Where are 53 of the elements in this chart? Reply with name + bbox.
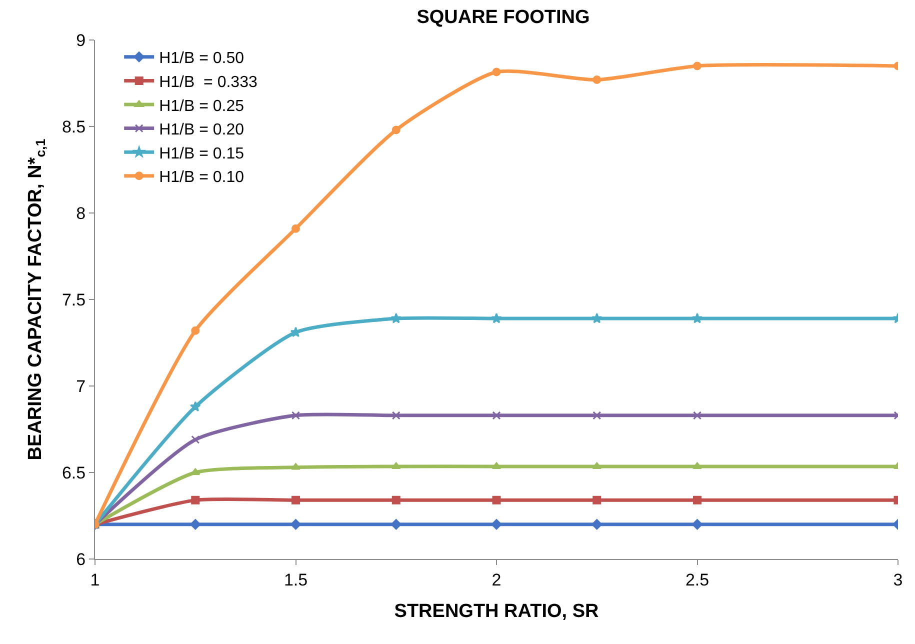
point	[693, 496, 702, 504]
point	[491, 312, 502, 324]
point	[491, 519, 502, 530]
point	[592, 411, 602, 420]
point	[492, 68, 501, 76]
point	[592, 76, 602, 84]
x-tick-label: 1	[90, 570, 100, 590]
point	[692, 312, 703, 324]
legend-label: H1/B = 0.10	[159, 169, 244, 186]
point	[390, 519, 402, 530]
y-tick-label: 8	[76, 204, 86, 223]
point	[290, 519, 302, 530]
point	[392, 496, 400, 504]
point	[692, 519, 703, 530]
point	[492, 462, 502, 469]
x-tick-label: 1.5	[284, 570, 308, 590]
x-tick-label: 2.5	[685, 570, 710, 590]
point	[191, 496, 200, 504]
point	[492, 411, 501, 420]
point	[693, 411, 702, 420]
point	[592, 519, 602, 530]
point	[190, 401, 201, 412]
x-axis-title: STRENGTH RATIO, SR	[394, 601, 599, 622]
point	[492, 496, 501, 504]
y-tick-label: 7	[76, 376, 86, 396]
x-tick-label: 3	[893, 570, 903, 590]
legend-label: H1/B = 0.333	[159, 74, 258, 91]
point	[592, 496, 602, 504]
legend-label: H1/B = 0.25	[159, 98, 244, 115]
point	[392, 126, 400, 134]
point	[190, 519, 201, 530]
point	[191, 435, 200, 444]
point	[390, 312, 402, 324]
y-tick-label: 7.5	[62, 290, 86, 310]
point	[292, 224, 300, 233]
legend-label: H1/B = 0.15	[159, 145, 244, 162]
point	[391, 462, 401, 469]
y-tick-label: 9	[76, 30, 86, 50]
point	[592, 462, 602, 469]
point	[292, 411, 300, 420]
y-tick-label: 6.5	[62, 463, 86, 482]
x-tick-label: 2	[492, 570, 502, 590]
point	[693, 62, 702, 70]
legend-label: H1/B = 0.20	[159, 122, 244, 139]
y-tick-label: 6	[76, 550, 86, 569]
chart-title: SQUARE FOOTING	[416, 6, 590, 28]
point	[591, 312, 602, 324]
point	[292, 496, 300, 504]
point	[392, 411, 400, 420]
point	[190, 468, 200, 475]
point	[191, 326, 200, 335]
legend-label: H1/B = 0.50	[159, 50, 244, 68]
y-tick-label: 8.5	[62, 117, 86, 136]
